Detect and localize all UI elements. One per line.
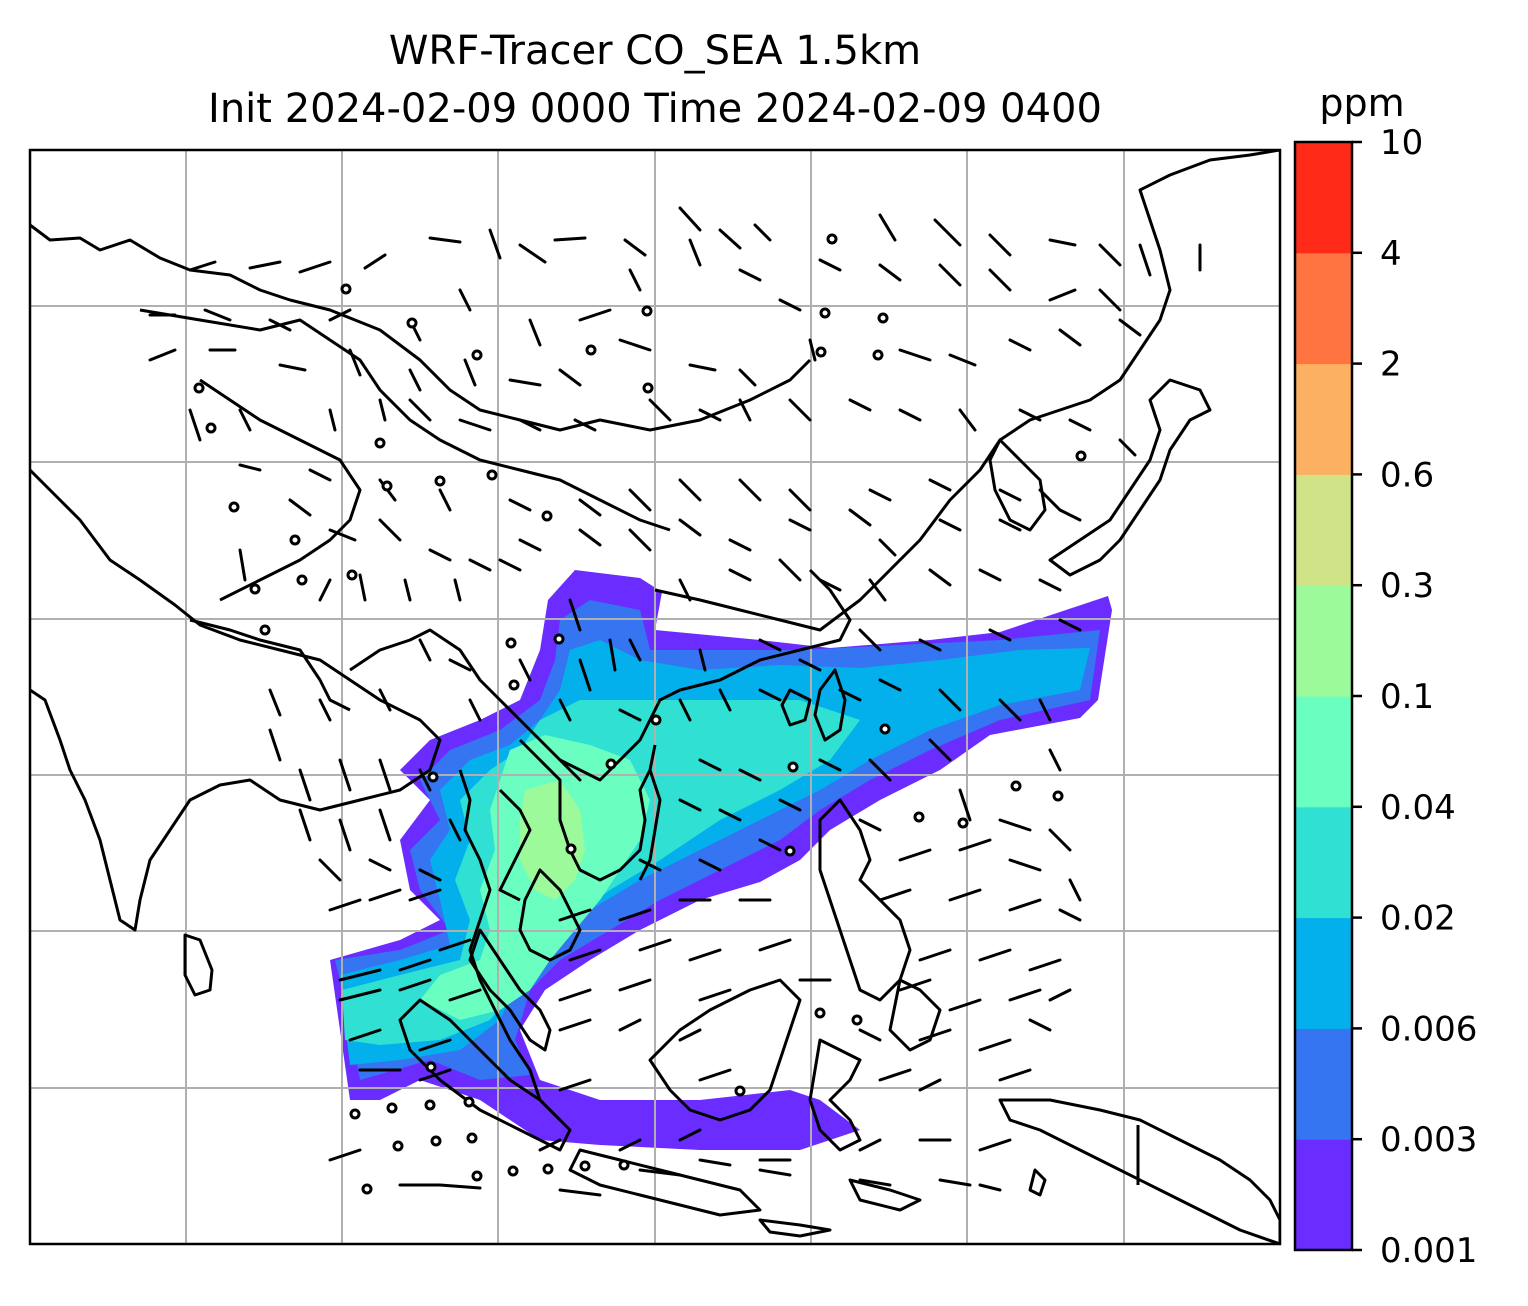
colorbar-segment	[1295, 585, 1352, 697]
colorbar-segment	[1295, 806, 1352, 919]
colorbar-segment	[1295, 1028, 1352, 1140]
colorbar-tick-label: 0.001	[1380, 1231, 1477, 1271]
colorbar-tick-label: 0.003	[1380, 1120, 1477, 1160]
colorbar-tick-label: 10	[1380, 123, 1423, 163]
map-frame	[28, 148, 1282, 1246]
colorbar-segment	[1295, 917, 1352, 1029]
colorbar-segment	[1295, 363, 1352, 475]
colorbar-unit-label: ppm	[1319, 81, 1404, 125]
colorbar-tick-label: 0.6	[1380, 455, 1434, 495]
colorbar-tick-label: 0.04	[1380, 788, 1456, 828]
colorbar-segment	[1295, 696, 1352, 808]
colorbar-segment	[1295, 474, 1352, 586]
colorbar-segment	[1295, 1139, 1352, 1251]
calm-wind-markers	[193, 233, 1087, 1195]
colorbar-tick-label: 2	[1380, 345, 1402, 385]
colorbar-tick-label: 0.1	[1380, 677, 1434, 717]
colorbar-segment	[1295, 142, 1352, 254]
plume-level-0.1	[520, 780, 585, 900]
colorbar-tick-label: 0.3	[1380, 566, 1434, 606]
wind-barbs	[148, 206, 1202, 1197]
colorbar-tick-label: 4	[1380, 234, 1402, 274]
chart-title: WRF-Tracer CO_SEA 1.5km	[388, 28, 922, 74]
colorbar-tick-label: 0.02	[1380, 899, 1456, 939]
colorbar-segment	[1295, 252, 1352, 365]
colorbar: 0.001 0.003 0.006 0.02 0.04 0.1 0.3 0.6 2 4 10 ppm	[1293, 81, 1477, 1271]
coastlines	[30, 150, 1280, 1244]
colorbar-tick-label: 0.006	[1380, 1009, 1477, 1049]
chart-subtitle: Init 2024-02-09 0000 Time 2024-02-09 040…	[208, 86, 1102, 132]
